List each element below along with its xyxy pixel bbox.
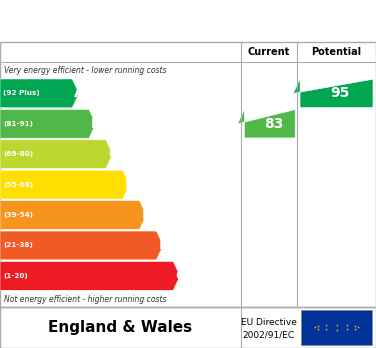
Polygon shape xyxy=(238,110,295,138)
Text: (69-80): (69-80) xyxy=(3,151,33,157)
Text: F: F xyxy=(158,238,168,252)
Text: Energy Efficiency Rating: Energy Efficiency Rating xyxy=(15,12,244,30)
Text: (92 Plus): (92 Plus) xyxy=(3,90,40,96)
Text: 2002/91/EC: 2002/91/EC xyxy=(243,330,295,339)
Text: (39-54): (39-54) xyxy=(3,212,33,218)
Polygon shape xyxy=(0,200,146,229)
Text: Very energy efficient - lower running costs: Very energy efficient - lower running co… xyxy=(4,66,166,75)
Text: A: A xyxy=(74,86,85,100)
Text: 83: 83 xyxy=(264,117,283,131)
Text: B: B xyxy=(91,117,102,131)
Text: (55-68): (55-68) xyxy=(3,182,33,188)
Bar xyxy=(301,310,372,345)
Polygon shape xyxy=(0,170,129,199)
Text: (21-38): (21-38) xyxy=(3,243,33,248)
Text: (81-91): (81-91) xyxy=(3,121,33,127)
Polygon shape xyxy=(0,109,96,138)
Text: 95: 95 xyxy=(331,86,350,100)
Text: (1-20): (1-20) xyxy=(3,273,28,279)
Polygon shape xyxy=(0,261,180,290)
Text: Current: Current xyxy=(248,47,290,57)
Polygon shape xyxy=(293,79,373,108)
Text: Potential: Potential xyxy=(311,47,362,57)
Text: England & Wales: England & Wales xyxy=(48,320,193,335)
Text: C: C xyxy=(108,147,118,161)
Polygon shape xyxy=(0,231,163,260)
Text: Not energy efficient - higher running costs: Not energy efficient - higher running co… xyxy=(4,294,166,303)
Polygon shape xyxy=(0,140,113,169)
Text: G: G xyxy=(175,269,186,283)
Text: EU Directive: EU Directive xyxy=(241,318,297,327)
Text: E: E xyxy=(141,208,151,222)
Text: D: D xyxy=(124,177,136,192)
Polygon shape xyxy=(0,79,79,108)
